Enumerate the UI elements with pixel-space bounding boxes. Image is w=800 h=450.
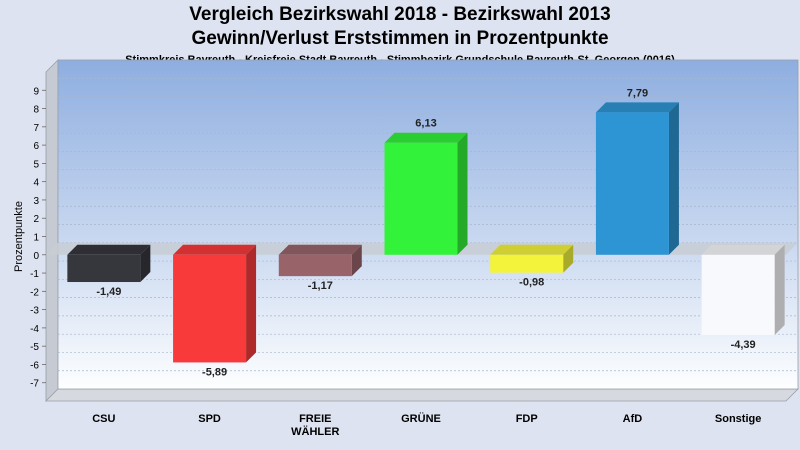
bar-top-1 [173, 244, 257, 255]
bar-5 [595, 112, 669, 255]
bar-top-5 [595, 102, 679, 113]
plot-floor [45, 388, 799, 402]
value-label: -1,49 [96, 286, 121, 298]
bar-side-4 [563, 244, 574, 273]
y-tick-label: 1 [33, 233, 39, 244]
y-axis-label: Prozentpunkte [13, 201, 25, 272]
bar-4 [490, 254, 564, 273]
bar-side-6 [774, 244, 785, 336]
bar-3 [384, 142, 458, 255]
chart-title-line2: Gewinn/Verlust Erststimmen in Prozentpun… [191, 28, 609, 49]
category-label: FREIE [299, 413, 331, 425]
bar-top-4 [490, 244, 574, 255]
y-tick-label: -3 [30, 306, 39, 317]
y-tick-label: 8 [33, 105, 39, 116]
value-label: 6,13 [415, 118, 436, 130]
chart-title: Vergleich Bezirkswahl 2018 - Bezirkswahl… [189, 4, 611, 25]
category-label: GRÜNE [401, 412, 441, 425]
y-tick-label: 3 [33, 196, 39, 207]
bar-1 [173, 254, 247, 363]
y-tick-label: -7 [30, 379, 39, 390]
category-label: CSU [92, 413, 115, 425]
y-tick-label: 5 [33, 159, 39, 170]
plot-left-wall [45, 59, 59, 402]
bar-top-2 [278, 244, 362, 255]
bar-side-2 [351, 244, 362, 277]
bar-top-3 [384, 132, 468, 143]
y-tick-label: 9 [33, 86, 39, 97]
bar-0 [67, 254, 141, 283]
bar-side-5 [668, 102, 679, 255]
category-label: AfD [623, 413, 643, 425]
bar-side-1 [246, 244, 257, 363]
category-label: FDP [516, 413, 538, 425]
bar-side-0 [140, 244, 151, 283]
y-tick-label: 4 [33, 178, 39, 189]
category-label: Sonstige [715, 413, 761, 425]
value-label: 7,79 [627, 87, 648, 99]
y-tick-label: -5 [30, 342, 39, 353]
value-label: -4,39 [731, 339, 756, 351]
bar-top-0 [67, 244, 151, 255]
y-tick-label: 0 [33, 251, 39, 262]
y-tick-label: -4 [30, 324, 39, 335]
value-label: -5,89 [202, 366, 227, 378]
bar-top-6 [701, 244, 785, 255]
bar-side-3 [457, 132, 468, 255]
y-tick-label: -2 [30, 287, 39, 298]
y-tick-label: -6 [30, 360, 39, 371]
bar-6 [701, 254, 775, 336]
y-tick-label: 6 [33, 141, 39, 152]
category-label: WÄHLER [291, 425, 339, 438]
value-label: -0,98 [519, 277, 544, 289]
value-label: -1,17 [308, 280, 333, 292]
bar-2 [278, 254, 352, 277]
y-tick-label: 2 [33, 214, 39, 225]
y-tick-label: 7 [33, 123, 39, 134]
category-label: SPD [198, 413, 221, 425]
y-tick-label: -1 [30, 269, 39, 280]
